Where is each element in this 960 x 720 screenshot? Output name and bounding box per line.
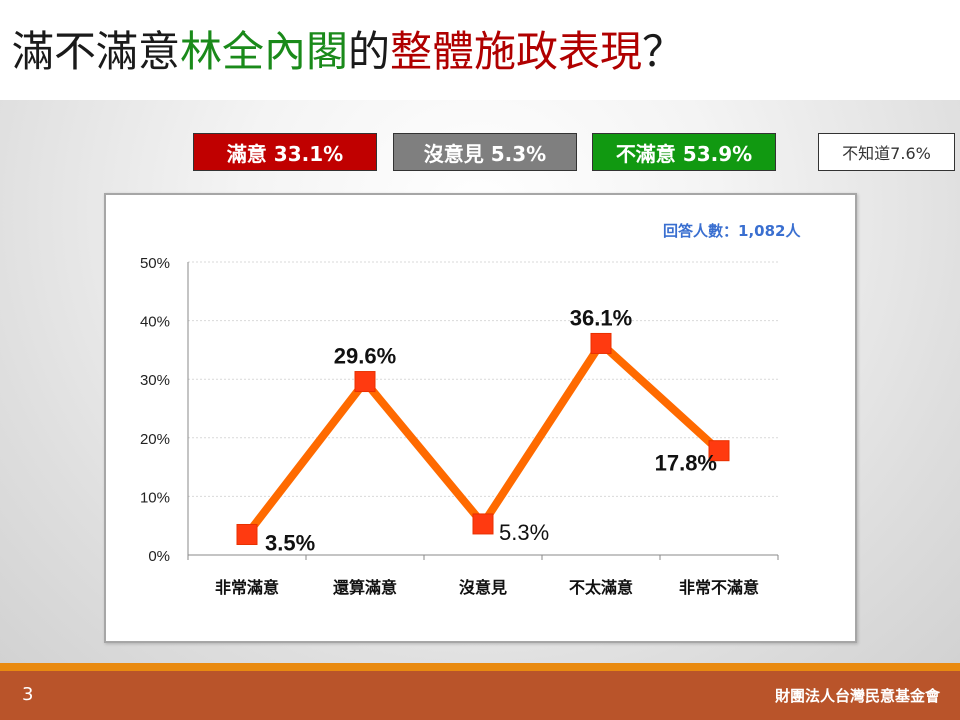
satisfied-summary-box: 滿意 33.1% [193, 133, 377, 171]
footer-bar [0, 671, 960, 720]
data-point-marker [590, 332, 612, 354]
dont-know-summary-box: 不知道7.6% [818, 133, 955, 171]
y-tick-label: 40% [140, 314, 170, 331]
title-part-2: 林全內閣 [180, 27, 349, 76]
x-tick-label: 不太滿意 [569, 578, 633, 597]
data-point-marker [354, 371, 376, 393]
page-title: 滿不滿意林全內閣的整體施政表現？ [12, 24, 684, 80]
dissatisfied-summary-box: 不滿意 53.9% [592, 133, 776, 171]
series-line [243, 337, 722, 537]
data-point-marker [708, 440, 730, 462]
y-tick-label: 50% [140, 255, 170, 272]
data-label: 17.8% [655, 451, 717, 476]
title-part-4: 整體施政表現 [390, 27, 643, 76]
y-tick-label: 20% [140, 431, 170, 448]
data-point-marker [236, 523, 258, 545]
no-opinion-summary-box: 沒意見 5.3% [393, 133, 577, 171]
data-label: 36.1% [570, 305, 632, 330]
chart-frame [104, 193, 857, 643]
data-point-marker [472, 513, 494, 535]
x-tick-label: 還算滿意 [333, 578, 397, 597]
x-tick-label: 非常不滿意 [679, 578, 759, 597]
title-bar [0, 0, 960, 100]
title-part-1: 滿不滿意 [12, 27, 181, 76]
page-number: 3 [22, 684, 34, 705]
x-tick-label: 非常滿意 [215, 578, 279, 597]
y-tick-label: 0% [148, 548, 170, 565]
respondent-count: 回答人數：1,082人 [663, 222, 801, 240]
data-label: 29.6% [334, 344, 396, 369]
title-part-3: 的 [348, 27, 391, 76]
y-tick-label: 10% [140, 489, 170, 506]
x-tick-label: 沒意見 [459, 578, 507, 597]
y-tick-label: 30% [140, 372, 170, 389]
data-label: 5.3% [499, 520, 549, 545]
title-part-5: ？ [642, 27, 685, 76]
organization-name: 財團法人台灣民意基金會 [774, 687, 940, 705]
data-label: 3.5% [265, 530, 315, 555]
footer-accent-line [0, 663, 960, 671]
